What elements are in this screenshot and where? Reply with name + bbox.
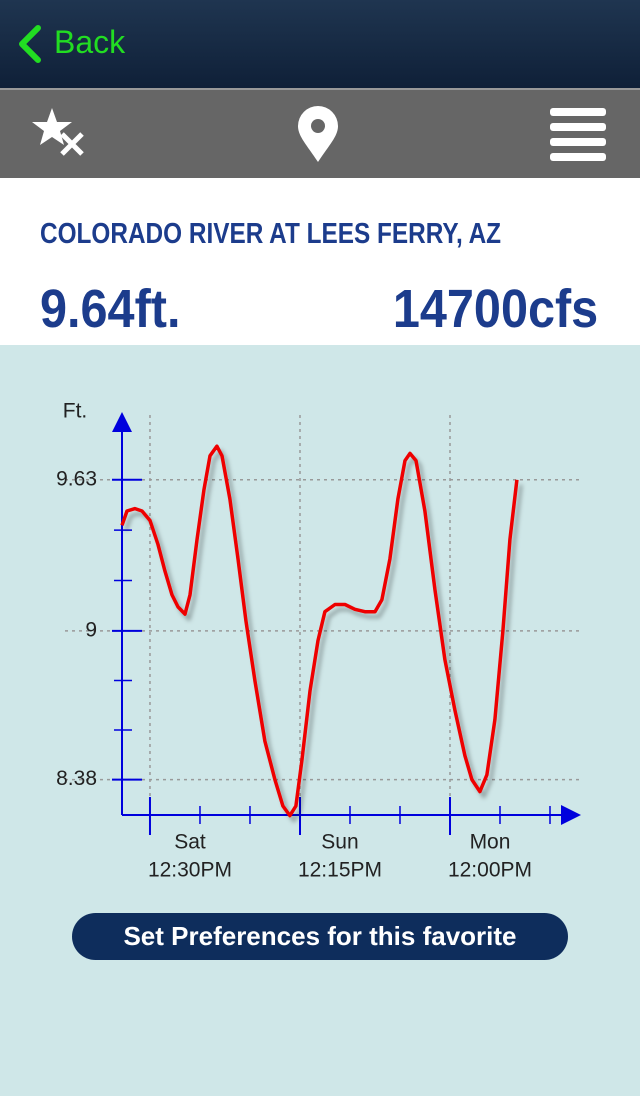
station-info: COLORADO RIVER AT LEES FERRY, AZ 9.64ft.… xyxy=(0,178,640,345)
location-icon[interactable] xyxy=(298,106,338,162)
station-name: COLORADO RIVER AT LEES FERRY, AZ xyxy=(40,218,502,250)
y-tick-label: 9.63 xyxy=(56,467,97,490)
x-tick-time: 12:00PM xyxy=(448,859,532,882)
unfavorite-icon[interactable] xyxy=(32,108,84,156)
back-button[interactable]: Back xyxy=(54,24,126,60)
top-bar: Back xyxy=(0,0,640,88)
x-tick-label: Mon xyxy=(470,831,511,854)
x-tick-time: 12:15PM xyxy=(298,859,382,882)
stage: 9.64ft. xyxy=(40,279,181,339)
x-tick-time: 12:30PM xyxy=(148,859,232,882)
y-tick-label: 9 xyxy=(85,618,97,641)
preferences-button[interactable]: Set Preferences for this favorite xyxy=(72,913,568,960)
x-tick-label: Sat xyxy=(174,831,206,854)
back-chevron[interactable] xyxy=(12,0,52,88)
x-axis-arrow xyxy=(561,805,581,825)
toolbar xyxy=(0,88,640,178)
y-axis-arrow xyxy=(112,412,132,432)
menu-icon[interactable] xyxy=(550,108,606,161)
flow: 14700cfs xyxy=(392,279,598,339)
y-axis-label: Ft. xyxy=(63,400,88,423)
y-tick-label: 8.38 xyxy=(56,767,97,790)
data-line xyxy=(120,444,519,818)
x-tick-label: Sun xyxy=(321,831,358,854)
toolbar-icons xyxy=(32,106,606,162)
